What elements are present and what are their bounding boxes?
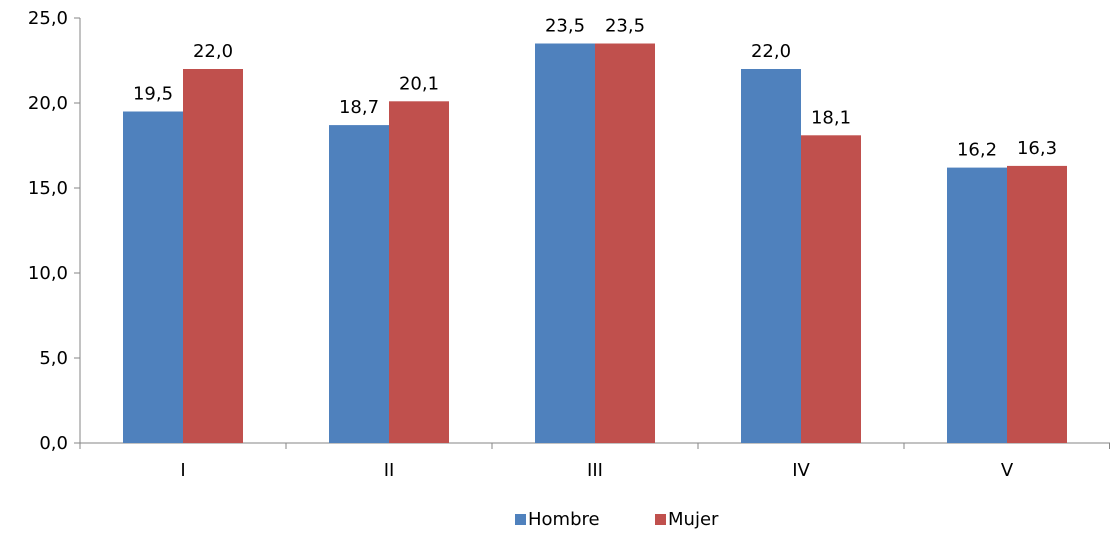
bar-hombre-iv xyxy=(741,69,801,443)
bar-hombre-i xyxy=(123,111,183,443)
legend: Hombre Mujer xyxy=(515,509,719,530)
bar-mujer-ii xyxy=(389,101,449,444)
data-label: 23,5 xyxy=(545,16,585,37)
x-tick-label: II xyxy=(384,460,395,481)
x-tick-label: I xyxy=(180,460,185,481)
y-tick-label: 0,0 xyxy=(39,433,68,454)
y-tick-label: 10,0 xyxy=(28,263,68,284)
data-label: 16,2 xyxy=(957,140,997,161)
data-label: 16,3 xyxy=(1017,138,1057,159)
data-label: 18,1 xyxy=(811,107,851,128)
y-tick-label: 20,0 xyxy=(28,93,68,114)
data-label: 22,0 xyxy=(193,41,233,62)
x-tick-label: III xyxy=(587,460,603,481)
y-tick-label: 15,0 xyxy=(28,178,68,199)
data-label: 23,5 xyxy=(605,16,645,37)
data-label: 20,1 xyxy=(399,73,439,94)
y-tick-label: 25,0 xyxy=(28,8,68,29)
bar-hombre-v xyxy=(947,167,1007,443)
legend-swatch-hombre xyxy=(515,514,526,525)
bar-hombre-ii xyxy=(329,125,389,443)
bar-mujer-iii xyxy=(595,43,655,443)
x-axis: I II III IV V xyxy=(79,442,1110,481)
bar-hombre-iii xyxy=(535,43,595,443)
data-label: 18,7 xyxy=(339,97,379,118)
bar-mujer-i xyxy=(183,69,243,443)
bars xyxy=(123,43,1067,444)
data-labels: 19,5 22,0 18,7 20,1 23,5 23,5 22,0 18,1 16,2 16,3 xyxy=(133,16,1057,161)
x-tick-label: IV xyxy=(792,460,810,481)
bar-mujer-v xyxy=(1007,165,1067,443)
data-label: 22,0 xyxy=(751,41,791,62)
bar-mujer-iv xyxy=(801,135,861,444)
x-tick-label: V xyxy=(1001,460,1014,481)
legend-label-hombre: Hombre xyxy=(528,509,600,530)
legend-label-mujer: Mujer xyxy=(668,509,719,530)
legend-swatch-mujer xyxy=(655,514,666,525)
y-axis: 0,0 5,0 10,0 15,0 20,0 25,0 xyxy=(28,8,81,454)
y-tick-label: 5,0 xyxy=(39,348,68,369)
data-label: 19,5 xyxy=(133,84,173,105)
